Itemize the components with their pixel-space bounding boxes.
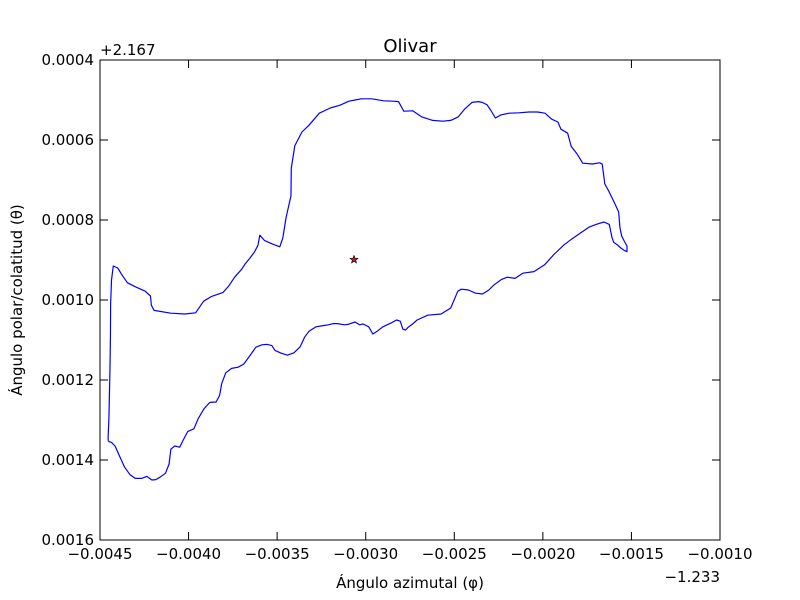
y-tick-label: 0.0006 [42, 131, 95, 149]
y-tick-label: 0.0008 [42, 211, 95, 229]
chart-title: Olivar [383, 36, 437, 57]
star-marker [349, 254, 359, 264]
y-tick-label: 0.0004 [42, 51, 95, 69]
x-tick-label: −0.0045 [67, 545, 132, 563]
y-tick-label: 0.0010 [42, 291, 95, 309]
y-tick-label: 0.0014 [42, 451, 95, 469]
x-axis-ticks: −0.0045 −0.0040 −0.0035 −0.0030 −0.0025 −0.00… [67, 60, 753, 563]
x-tick-label: −0.0030 [333, 545, 398, 563]
x-tick-label: −0.0040 [156, 545, 221, 563]
x-tick-label: −0.0015 [599, 545, 664, 563]
x-offset-label: −1.233 [664, 568, 720, 586]
series-layer [107, 98, 628, 481]
x-tick-label: −0.0010 [687, 545, 752, 563]
y-tick-label: 0.0016 [42, 531, 95, 549]
y-tick-label: 0.0012 [42, 371, 95, 389]
series-line [107, 98, 628, 481]
x-axis-label: Ángulo azimutal (φ) [336, 573, 484, 592]
y-offset-label: +2.167 [100, 41, 156, 59]
plot-area [99, 59, 721, 541]
marker-layer [349, 254, 359, 264]
y-axis-ticks: 0.0004 0.0006 0.0008 0.0010 0.0012 0.0014 0.00… [42, 51, 720, 549]
x-tick-label: −0.0020 [510, 545, 575, 563]
x-tick-label: −0.0025 [422, 545, 487, 563]
x-tick-label: −0.0035 [245, 545, 310, 563]
y-axis-label: Ángulo polar/colatitud (θ) [7, 204, 26, 396]
